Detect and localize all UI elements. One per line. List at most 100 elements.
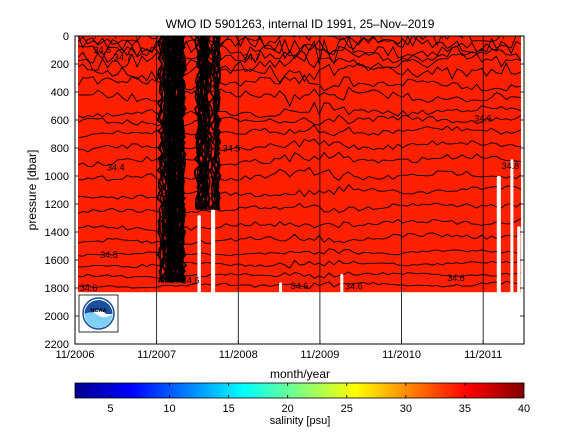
contour-line [77,101,522,119]
y-tick-label: 1000 [45,171,69,183]
contour-line [77,151,522,167]
y-tick-label: 200 [51,59,69,71]
data-gap [496,176,501,295]
x-tick-label: 11/2011 [464,349,502,361]
contour-label: 34.7 [202,65,220,75]
dense-contour [169,36,177,283]
contour-label: 34.5 [223,144,241,154]
dense-contour [156,36,164,283]
contour-line [77,183,522,200]
colorbar-tick-label: 35 [459,403,471,415]
contour-line [77,61,522,84]
y-tick-label: 400 [51,87,69,99]
data-gap [197,215,201,295]
y-tick-label: 1400 [45,227,69,239]
contour-label: 34.6 [447,273,465,283]
x-axis-ticks: 11/2006 11/2007 11/2008 11/2009 11/2010 11/20… [56,36,525,361]
contour-line [77,248,522,257]
contour-label: 34.6 [93,45,111,55]
noaa-wave-icon [84,312,113,328]
x-axis-label: month/year [270,367,330,381]
contour-line [77,86,522,108]
contour-line [77,124,522,139]
data-gap [279,282,283,295]
data-gap [517,226,521,295]
contour-label: 34.6 [80,283,98,293]
chart-title: WMO ID 5901263, internal ID 1991, 25–Nov… [166,17,435,31]
contour-label: 34.6 [345,282,363,292]
y-tick-label: 0 [63,31,69,43]
colorbar-tick-label: 20 [282,403,294,415]
noaa-bird-icon [84,300,113,314]
dense-contour [156,36,165,283]
colorbar [74,382,525,399]
contour-line [77,114,522,128]
y-tick-label: 1600 [45,255,69,267]
contour-line [77,280,522,290]
colorbar-tick-label: 30 [400,403,412,415]
y-tick-label: 1800 [45,283,69,295]
dense-contour [205,36,213,211]
colorbar-tick-label: 15 [222,403,234,415]
contour-label: 34.4 [107,163,125,173]
contour-line [77,166,522,183]
contour-lines [77,36,522,290]
x-tick-label: 11/2006 [56,349,95,361]
colorbar-tick-label: 40 [518,403,530,415]
dense-contour-band [156,36,222,283]
y-tick-label: 1200 [45,199,69,211]
contour-label: 34.7 [243,53,261,63]
colorbar-tick-label: 25 [341,403,353,415]
contour-line [77,271,522,279]
plot-area: 34.634.734.734.734.634.534.434.534.634.6… [75,36,524,344]
contour-line [77,202,522,215]
y-axis-ticks: 0 200 400 600 800 1000 1200 1400 1600 1800 2000 220… [45,31,524,351]
contour-label: 34.5 [100,250,118,260]
contour-label: 34.6 [291,281,309,291]
data-gap [340,274,344,295]
data-gaps [75,36,524,344]
x-tick-label: 11/2008 [219,349,258,361]
dense-contour [164,36,173,283]
colorbar-ticks: 5 10 15 20 25 30 35 40 [107,383,530,415]
noaa-logo: NOAA [78,294,119,333]
noaa-logo-text: NOAA [90,308,106,314]
y-axis-label: pressure [dbar] [25,150,39,231]
y-tick-label: 2200 [45,339,69,351]
year-marker-lines [75,36,484,344]
dense-contour [196,36,204,210]
y-tick-label: 600 [51,115,69,127]
dense-contour [212,36,221,210]
data-edge [75,36,78,344]
contour-line [77,36,522,56]
contour-label: 34.7 [114,53,132,63]
y-tick-label: 800 [51,143,69,155]
dense-contour [210,36,218,210]
contour-line [77,138,522,153]
contour-label: 34.6 [182,275,200,285]
contour-line [77,36,522,61]
x-tick-label: 11/2007 [137,349,176,361]
contour-line [77,50,522,73]
y-tick-label: 2000 [45,311,69,323]
contour-line [77,259,522,269]
dense-contour [176,36,185,283]
colorbar-tick-label: 10 [163,403,175,415]
x-tick-label: 11/2009 [300,349,339,361]
contour-line [77,232,522,246]
contour-labels: 34.634.734.734.734.634.534.434.534.634.6… [80,45,519,293]
contour-line [77,36,501,49]
contour-line [77,218,522,232]
dense-contour [173,36,182,283]
x-tick-label: 11/2010 [382,349,421,361]
contour-line [77,74,522,92]
dense-contour [203,36,211,210]
colorbar-label: salinity [psu] [270,415,331,427]
no-data-region [75,292,524,344]
contour-label: 34.8 [502,161,520,171]
contour-line [77,38,522,66]
data-gap [510,159,514,295]
colorbar-tick-label: 5 [107,403,113,415]
dense-contour [210,36,219,210]
